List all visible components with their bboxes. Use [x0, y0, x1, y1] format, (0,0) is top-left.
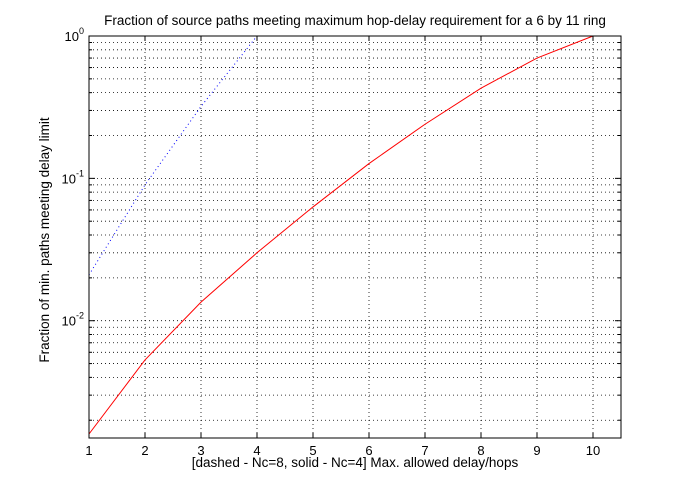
x-axis-label: [dashed - Nc=8, solid - Nc=4] Max. allow… — [192, 455, 519, 470]
x-tick-label: 9 — [533, 443, 540, 458]
axes-frame — [88, 35, 622, 439]
y-tick-label: 10-1 — [62, 168, 84, 186]
y-axis-label: Fraction of min. paths meeting delay lim… — [37, 117, 52, 363]
x-tick-label: 4 — [253, 443, 260, 458]
x-tick-label: 3 — [197, 443, 204, 458]
series-lines — [88, 35, 594, 435]
plot-area — [88, 35, 622, 439]
grid-lines — [89, 36, 621, 438]
chart-title: Fraction of source paths meeting maximum… — [104, 13, 606, 28]
x-tick-label: 7 — [421, 443, 428, 458]
x-tick-label: 10 — [586, 443, 600, 458]
y-tick-labels: 10-2 10-1 100 — [62, 26, 84, 329]
series-line-nc-4 — [88, 35, 594, 435]
x-tick-labels: 1 2 3 4 5 6 7 8 9 10 — [85, 443, 600, 458]
x-tick-label: 1 — [85, 443, 92, 458]
tick-marks — [88, 35, 621, 438]
x-tick-label: 8 — [477, 443, 484, 458]
y-tick-label: 100 — [65, 26, 84, 44]
x-tick-label: 2 — [141, 443, 148, 458]
x-tick-label: 5 — [309, 443, 316, 458]
series-line-nc-8 — [88, 35, 258, 276]
x-tick-label: 6 — [365, 443, 372, 458]
y-tick-label: 10-2 — [62, 311, 84, 329]
